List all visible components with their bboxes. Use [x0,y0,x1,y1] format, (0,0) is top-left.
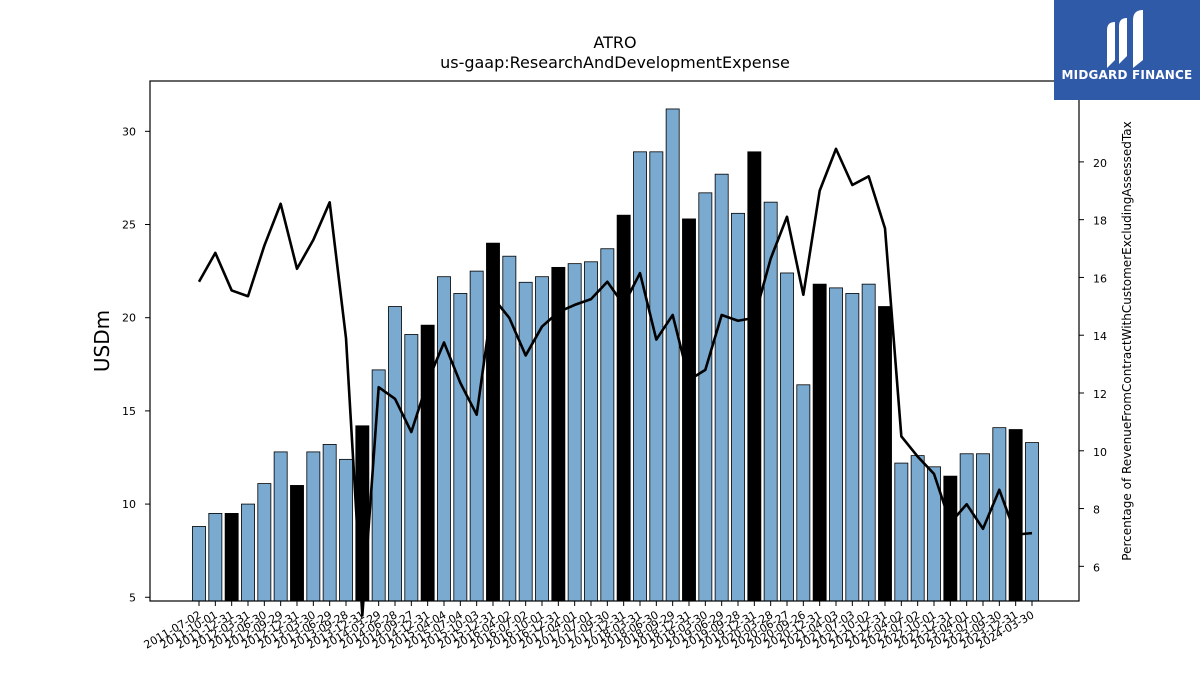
bar [829,287,843,602]
bar [1008,429,1023,602]
bar [943,475,958,602]
bar [208,513,223,602]
y2-tick-label: 10 [1093,446,1107,459]
bar [992,427,1007,602]
y2-axis-label: Percentage of RevenueFromContractWithCus… [1120,121,1134,560]
y2-tick-label: 6 [1093,561,1100,574]
bar [616,214,631,602]
bar [649,151,664,602]
y-tick-label: 25 [122,219,136,232]
bar [567,263,582,602]
x-axis-ticks: 2011-07-022011-10-012011-12-312012-03-31… [142,601,1037,652]
right-axis-ticks: 6 8 10 12 14 16 18 20 [1079,157,1107,574]
bar [339,458,353,602]
y-tick-label: 15 [122,405,136,418]
bar [845,293,860,602]
y2-tick-label: 8 [1093,504,1100,517]
bar [241,503,255,602]
bar [633,151,647,602]
left-axis-ticks: 5 10 15 20 25 30 [122,125,150,604]
y-tick-label: 30 [122,125,136,138]
logo-text: MIDGARD FINANCE [1061,68,1193,82]
bar [388,306,402,602]
chart-title: ATRO [593,33,636,52]
bar [894,462,909,602]
y2-tick-label: 14 [1093,330,1107,343]
bar [257,483,272,602]
bar [273,451,288,602]
bar [959,453,974,602]
y2-tick-label: 18 [1093,215,1107,228]
bar [1025,442,1039,602]
y-tick-label: 5 [129,591,136,604]
bar [290,485,304,602]
bar [780,272,794,602]
bar [518,281,533,602]
logo: MIDGARD FINANCE [1054,0,1200,100]
bar [437,276,451,602]
chart-subtitle: us-gaap:ResearchAndDevelopmentExpense [440,53,790,72]
y-tick-label: 10 [122,498,136,511]
bar [698,192,713,602]
bar [306,451,321,602]
y-axis-label: USDm [90,310,114,372]
bar [682,218,696,602]
y-tick-label: 20 [122,312,136,325]
y2-tick-label: 12 [1093,388,1107,401]
bar [796,384,811,602]
bar [420,324,435,602]
percentage-line [197,147,1033,617]
bar [747,151,762,602]
bar [502,255,517,602]
bar [861,283,876,602]
bar [322,444,337,602]
bar [584,261,598,602]
bar [453,293,468,602]
bar [600,248,615,602]
bar [910,455,925,602]
bar [731,212,745,602]
bar [878,306,892,602]
y2-tick-label: 20 [1093,157,1107,170]
bar [404,334,419,602]
y2-tick-label: 16 [1093,272,1107,285]
logo-mark-icon [1107,10,1143,68]
bar [812,283,827,602]
bar [469,270,484,602]
bar [192,526,206,602]
bar-series [192,108,1039,602]
bar [714,173,729,602]
bar [355,425,370,602]
bar [224,513,239,602]
plot-frame [149,80,1080,602]
bar [665,108,680,602]
